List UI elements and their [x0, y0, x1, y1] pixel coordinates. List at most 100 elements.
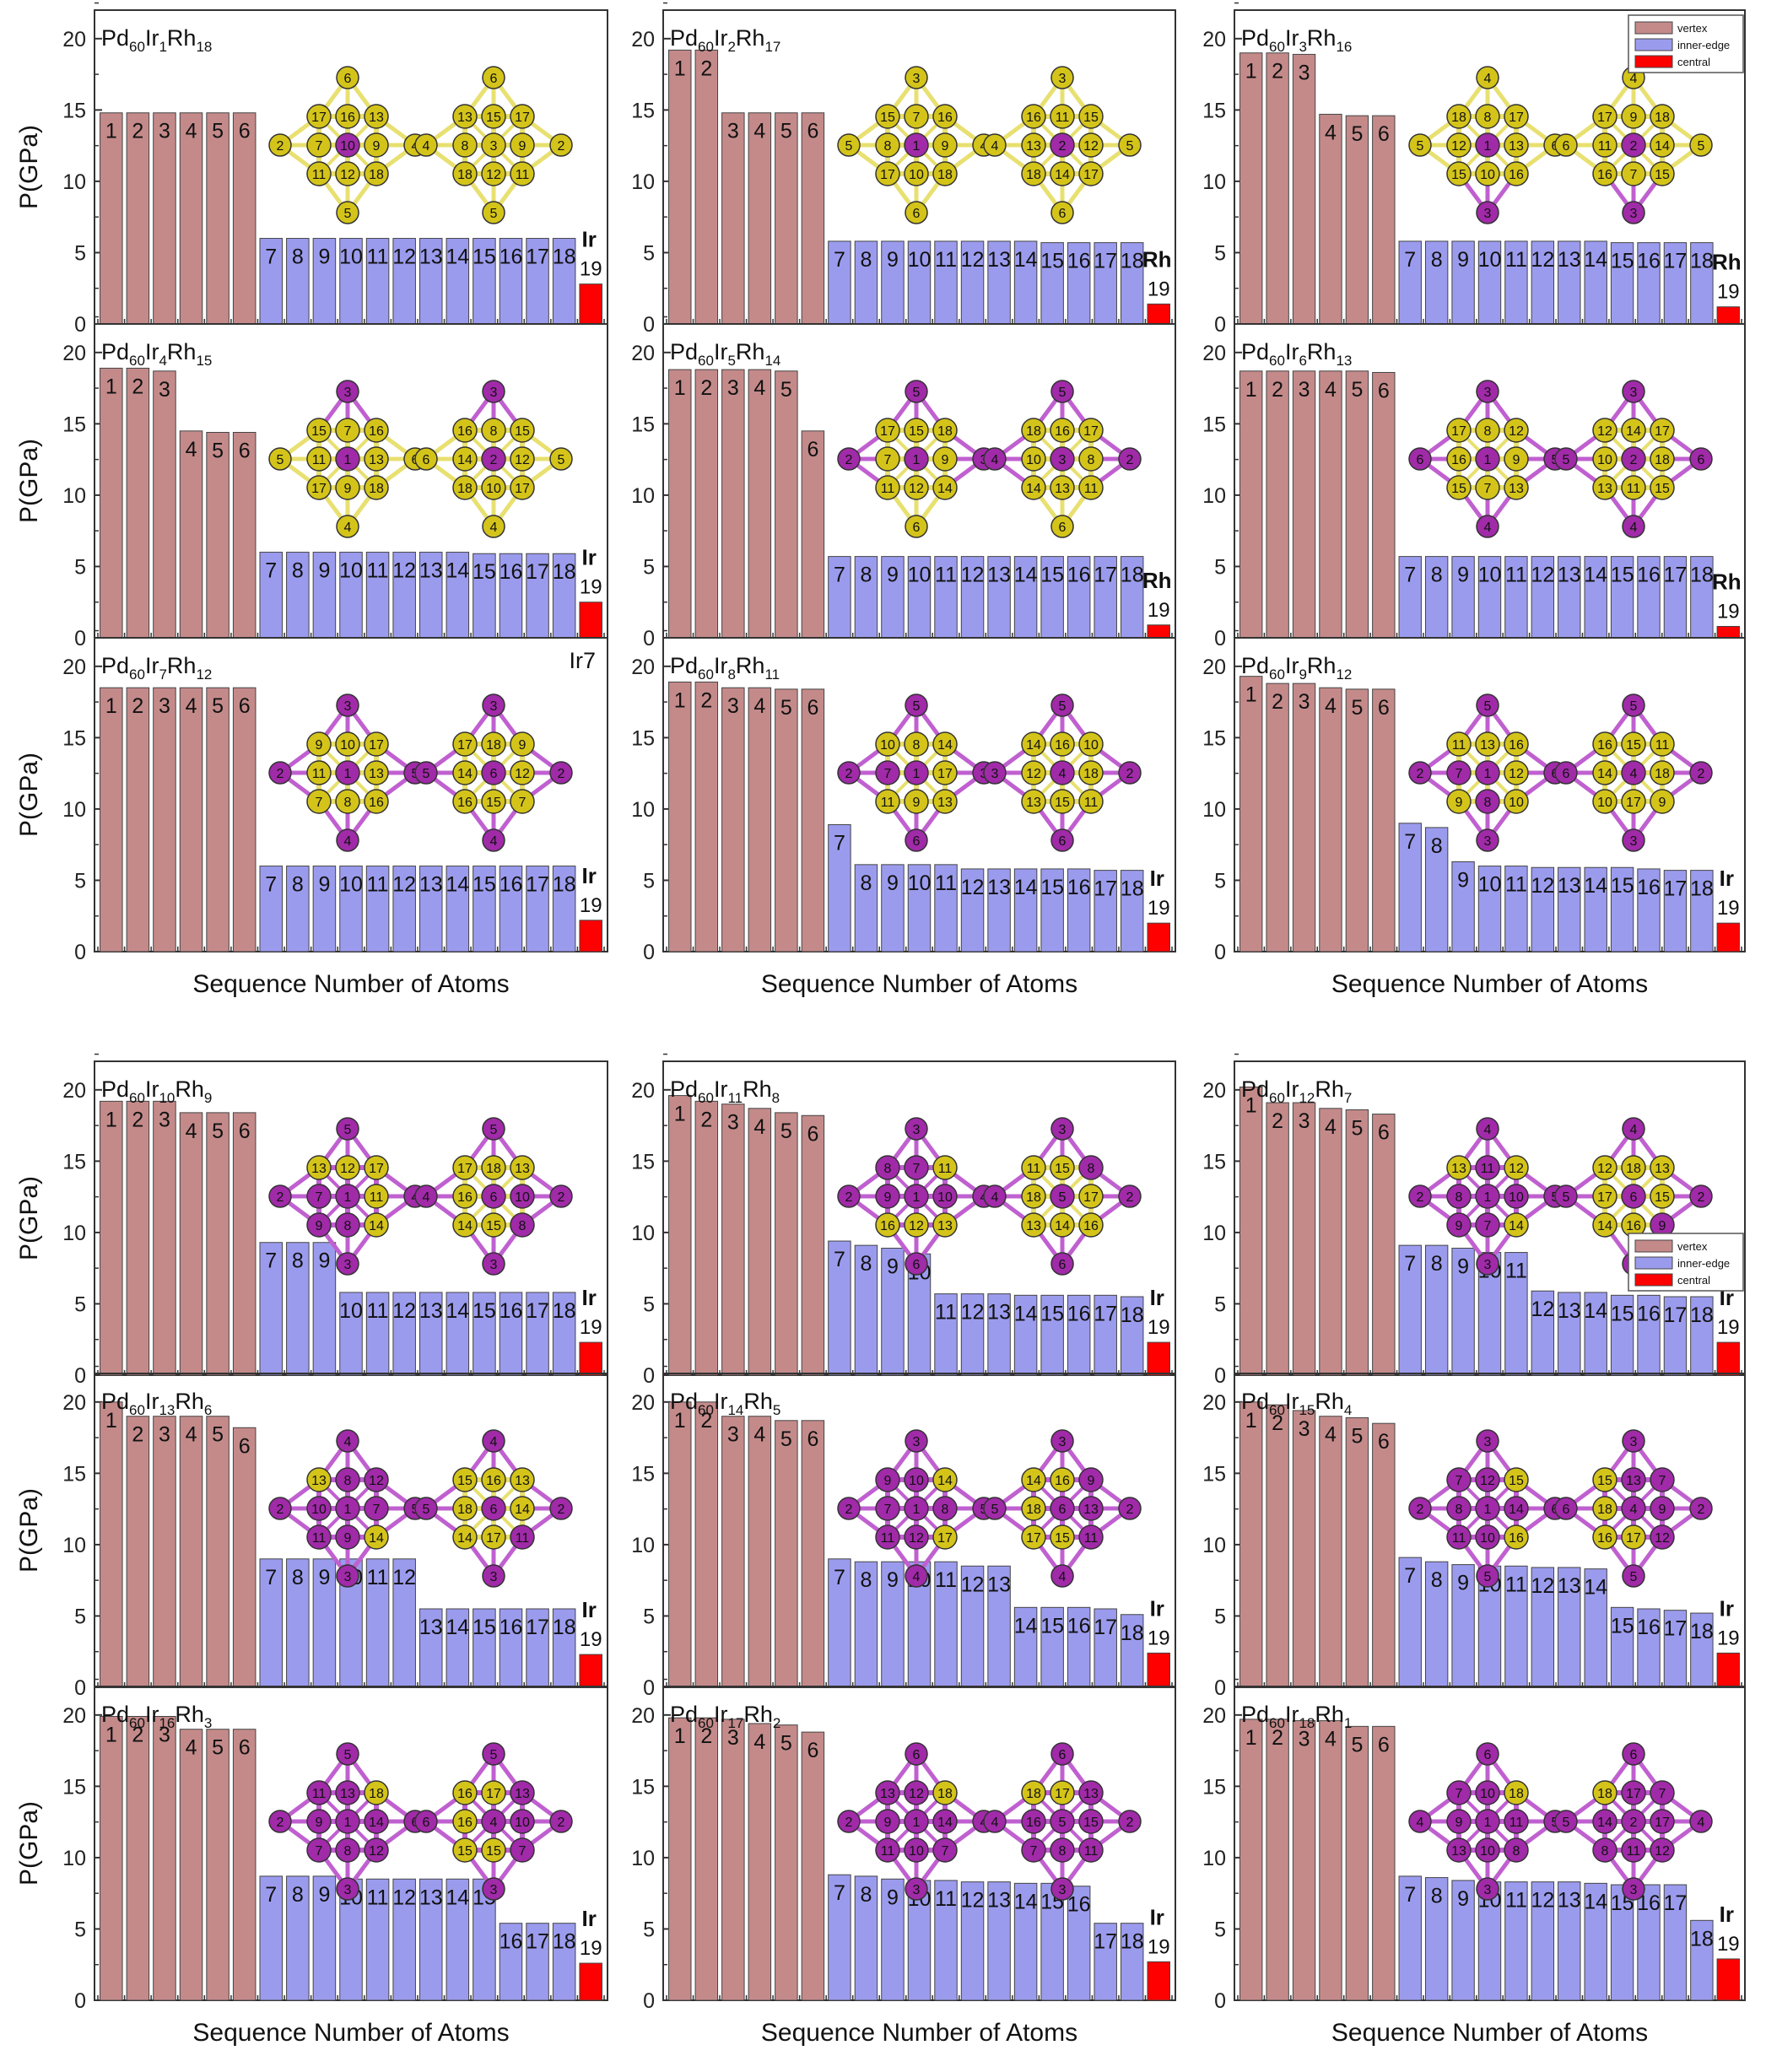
y-tick-label: 20	[62, 1704, 86, 1728]
bar	[1345, 1109, 1369, 1376]
panel-title-part: Ir	[1285, 653, 1299, 678]
y-tick-label: 0	[643, 941, 655, 964]
atom-label: 5	[1059, 1190, 1067, 1205]
bar-label: 17	[1094, 564, 1117, 587]
bar	[1398, 1875, 1422, 2001]
ir-atom	[905, 1564, 928, 1588]
pd-atom	[1078, 731, 1104, 757]
central-element-label: Rh	[1142, 246, 1172, 272]
atom-label: 11	[881, 1844, 895, 1859]
bar	[312, 552, 337, 639]
atom-label: 3	[1484, 1435, 1492, 1449]
ir-atom	[904, 132, 929, 158]
bar	[473, 866, 496, 952]
bar	[526, 1923, 549, 2001]
y-tick-label: 10	[631, 798, 655, 822]
bar-label: 5	[212, 120, 224, 143]
atom-label: 15	[1655, 482, 1670, 496]
bar-label: 1	[1245, 60, 1257, 84]
atom-label: 11	[1627, 1844, 1641, 1859]
atom-label: 18	[1083, 767, 1099, 781]
ir-atom	[1050, 1742, 1074, 1766]
bar-label: 2	[700, 1724, 712, 1748]
panel-title-part: 14	[727, 1402, 743, 1418]
bar-label: 6	[807, 696, 818, 720]
bar	[668, 1095, 692, 1376]
panel-title-part: 6	[204, 1402, 212, 1418]
y-tick-label: 15	[62, 726, 86, 750]
atom-label: 4	[490, 521, 498, 535]
chart-panel: 0510152012345678910111213141516171819IrP…	[631, 1053, 1176, 1388]
bar-label: 5	[780, 696, 792, 720]
pd-atom	[1050, 789, 1075, 814]
pd-atom	[1078, 760, 1104, 785]
panel-title-part: 60	[1269, 1402, 1285, 1418]
bar	[206, 1729, 230, 2001]
panel-title-part: 14	[764, 353, 780, 369]
atom-label: 4	[1630, 521, 1638, 535]
bar-label: 15	[1040, 1614, 1064, 1638]
bar-label: 15	[1040, 876, 1064, 899]
pd-atom	[932, 1780, 958, 1805]
atom-label: 10	[1509, 796, 1524, 810]
pd-atom	[1475, 161, 1500, 186]
atom-label: 8	[1455, 1190, 1463, 1205]
pd-atom	[1504, 475, 1529, 500]
bar-label: 7	[834, 564, 845, 587]
central-element-label: Ir	[582, 227, 597, 252]
pd-atom	[1504, 1212, 1529, 1238]
pd-atom	[1650, 446, 1675, 472]
bar	[1266, 1719, 1289, 2001]
bar	[552, 1923, 576, 2001]
pd-atom	[1621, 161, 1646, 186]
pd-atom	[1078, 446, 1104, 472]
bar-label: 17	[1664, 250, 1688, 273]
bar	[828, 1558, 851, 1688]
atom-label: 18	[457, 1503, 473, 1517]
bar	[100, 687, 123, 952]
central-element-label: Ir	[1150, 866, 1164, 891]
bar	[1424, 1561, 1449, 1688]
pd-atom	[452, 104, 478, 129]
pd-atom	[335, 161, 360, 186]
bar-label: 1	[674, 688, 686, 712]
ir-atom	[549, 1497, 573, 1520]
ir-atom	[1592, 1837, 1617, 1863]
bar-label: 14	[446, 1299, 469, 1323]
ir-atom	[1476, 1117, 1499, 1141]
pd-atom	[414, 447, 438, 471]
central-element-label: Ir	[1150, 1285, 1164, 1310]
bar-label: 8	[860, 1252, 872, 1276]
bar	[286, 1558, 310, 1688]
ir-atom	[1475, 1780, 1500, 1805]
pd-atom	[481, 418, 506, 443]
atom-label: 8	[1088, 453, 1095, 467]
central-element-label: Ir	[582, 1906, 597, 1931]
atom-label: 5	[991, 1503, 999, 1517]
bar-label: 12	[1531, 564, 1554, 587]
bar-label: 8	[1431, 1885, 1443, 1908]
atom-label: 3	[1630, 834, 1638, 849]
pd-atom	[1050, 475, 1075, 500]
bar	[881, 864, 905, 952]
ir-atom	[482, 1564, 505, 1588]
ir-atom	[335, 1184, 360, 1209]
ir-atom	[1689, 761, 1713, 785]
ir-atom	[905, 828, 928, 852]
bar-label: 1	[674, 1409, 686, 1433]
bar-label: 14	[1014, 1614, 1038, 1638]
ir-atom	[1446, 1524, 1472, 1550]
bar-label: 3	[1299, 1109, 1310, 1133]
bar	[1345, 1725, 1369, 2001]
bar-label: 19	[1148, 1627, 1170, 1649]
atom-label: 18	[369, 168, 384, 182]
y-tick-label: 0	[74, 1989, 86, 2013]
ir-atom	[414, 1810, 438, 1833]
bar	[1292, 53, 1316, 325]
atom-label: 3	[1630, 1883, 1638, 1897]
pd-atom	[335, 731, 360, 757]
bar-label: 6	[239, 1120, 251, 1143]
pd-atom	[335, 475, 360, 500]
atom-label: 1	[1484, 139, 1492, 154]
